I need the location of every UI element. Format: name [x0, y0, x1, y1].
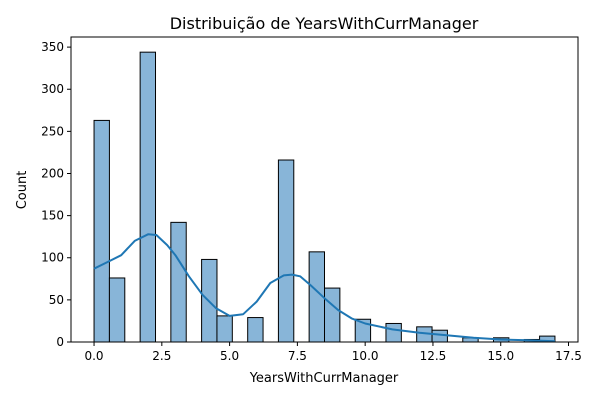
histogram-bar-0 — [93, 119, 110, 343]
kde-line — [93, 233, 556, 343]
bars-layer — [93, 51, 556, 343]
x-tick-label: 0.0 — [84, 349, 103, 363]
histogram-bar-5 — [216, 315, 233, 343]
x-tick-label: 17.5 — [555, 349, 582, 363]
x-tick-label: 2.5 — [152, 349, 171, 363]
x-tick-label: 5.0 — [220, 349, 239, 363]
x-tick-label: 10.0 — [352, 349, 379, 363]
y-ticks: 0 50 100 150 200 250 300 350 — [41, 40, 71, 349]
y-tick-label: 200 — [41, 166, 64, 180]
x-ticks: 0.0 2.5 5.0 7.5 10.0 12.5 15.0 17.5 — [84, 342, 582, 363]
y-tick-label: 350 — [41, 40, 64, 54]
y-axis-label: Count — [15, 171, 30, 210]
y-tick-label: 300 — [41, 82, 64, 96]
histogram-bar-6 — [247, 317, 264, 343]
kde-layer — [93, 233, 556, 343]
x-tick-label: 15.0 — [487, 349, 514, 363]
x-axis-label: YearsWithCurrManager — [249, 371, 399, 386]
plot-frame — [70, 36, 579, 343]
x-tick-label: 12.5 — [420, 349, 447, 363]
histogram-bar-2 — [139, 51, 157, 343]
histogram-bar-1 — [108, 277, 126, 343]
y-tick-label: 150 — [41, 209, 64, 223]
y-tick-label: 50 — [49, 293, 64, 307]
y-tick-label: 250 — [41, 124, 64, 138]
y-tick-label: 0 — [56, 335, 64, 349]
y-tick-label: 100 — [41, 251, 64, 265]
histogram-bar-11 — [385, 322, 402, 343]
histogram-bar-9 — [324, 287, 341, 343]
chart-title: Distribuição de YearsWithCurrManager — [170, 14, 479, 33]
histogram-bar-3 — [170, 221, 187, 343]
x-tick-label: 7.5 — [288, 349, 307, 363]
histogram-bar-7 — [277, 159, 295, 343]
